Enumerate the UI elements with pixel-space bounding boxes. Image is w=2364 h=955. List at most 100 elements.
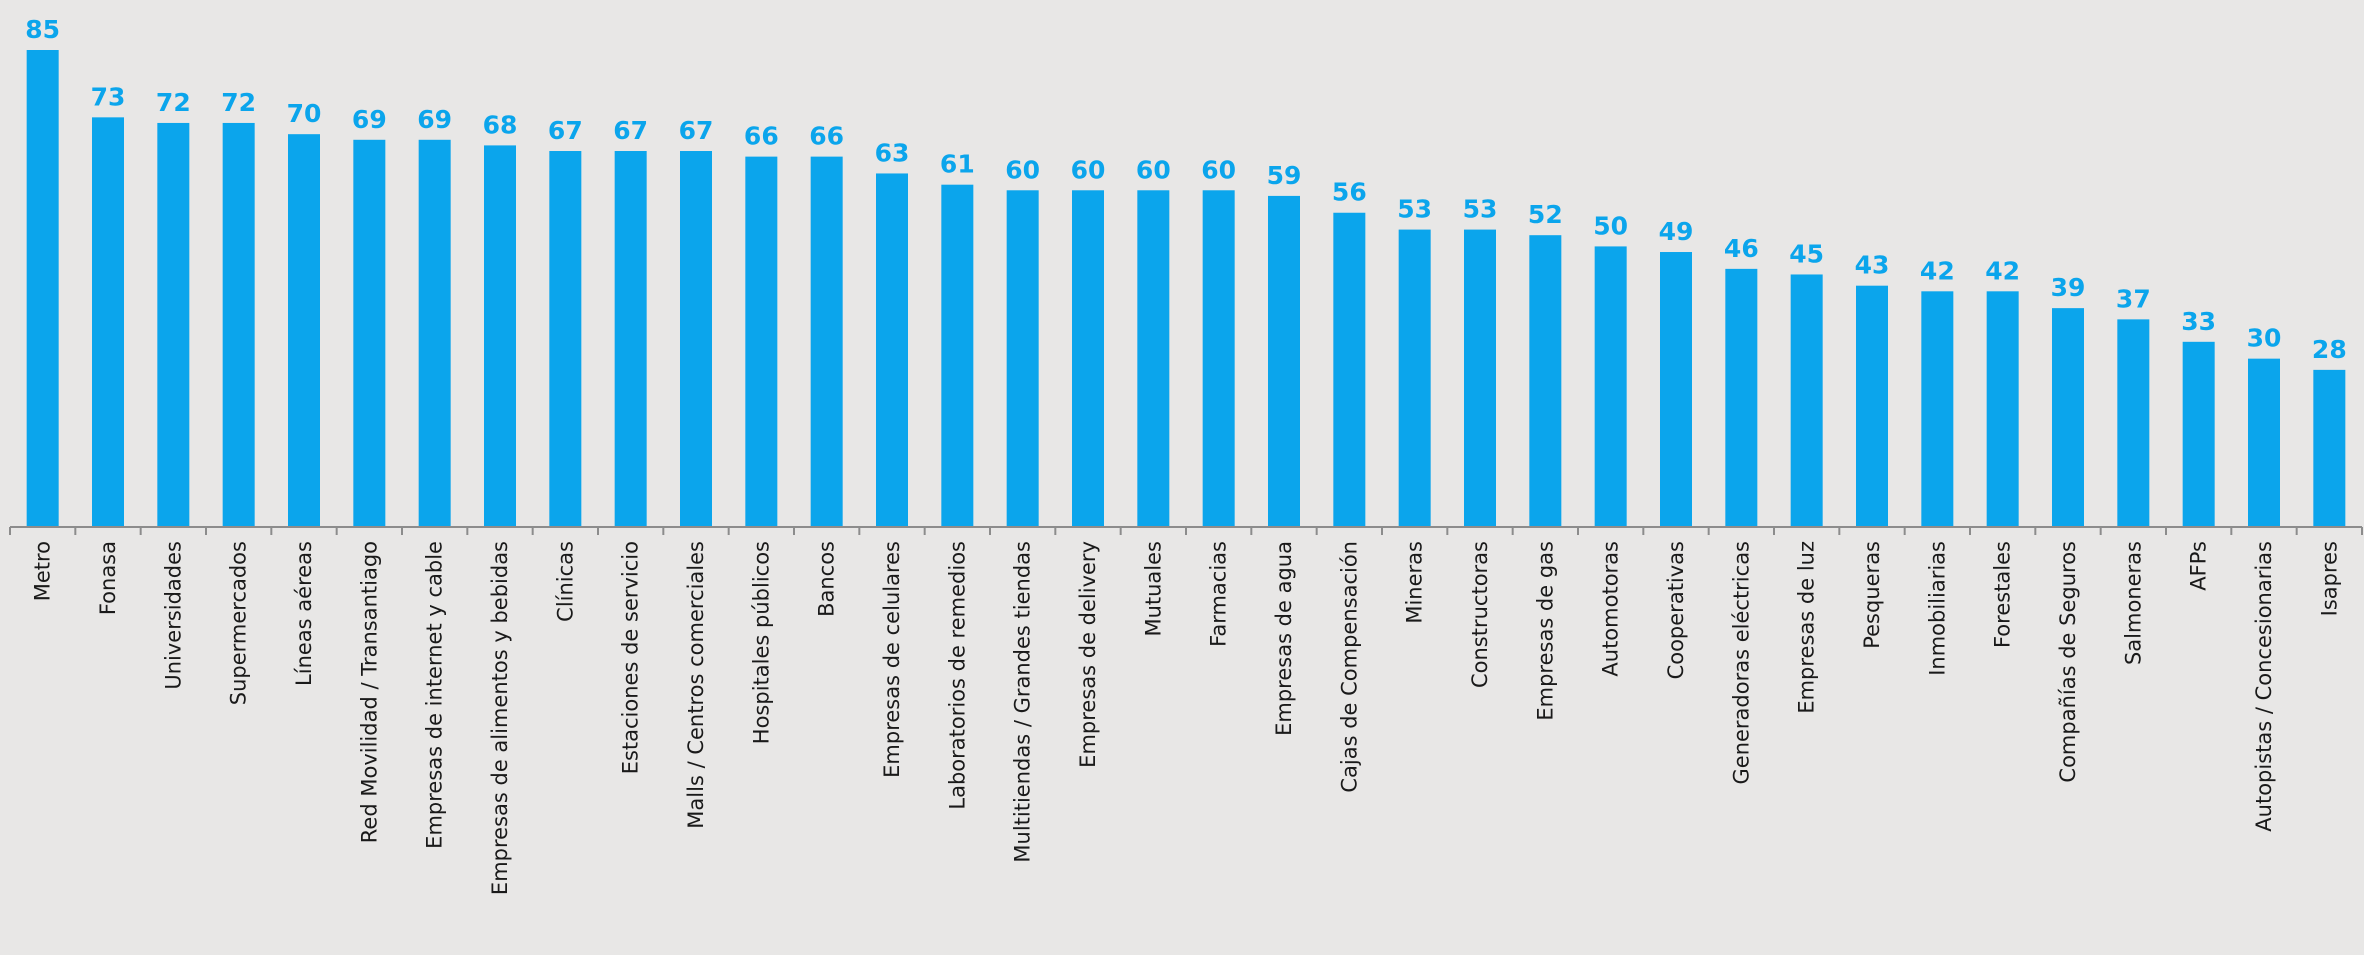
category-label: Fonasa xyxy=(96,541,120,615)
bar xyxy=(1986,291,2019,527)
data-label: 69 xyxy=(352,105,387,134)
category-label: Bancos xyxy=(815,541,839,617)
category-label: Universidades xyxy=(161,541,185,690)
data-label: 68 xyxy=(483,110,518,139)
bar xyxy=(2117,319,2150,527)
category-label: Empresas de luz xyxy=(1795,541,1819,714)
data-label: 46 xyxy=(1724,234,1759,263)
category-label: Laboratorios de remedios xyxy=(945,541,969,810)
bar xyxy=(1202,190,1235,528)
data-label: 60 xyxy=(1201,155,1236,184)
data-label: 28 xyxy=(2312,335,2347,364)
data-label: 56 xyxy=(1332,178,1367,207)
data-label: 67 xyxy=(613,116,648,145)
bar xyxy=(1594,246,1627,527)
data-label: 53 xyxy=(1397,195,1432,224)
bar xyxy=(745,156,778,527)
x-axis xyxy=(9,526,2363,535)
bar xyxy=(1072,190,1104,528)
data-label: 60 xyxy=(1136,155,1171,184)
bar xyxy=(1006,190,1039,528)
category-label: Generadoras eléctricas xyxy=(1729,541,1753,785)
category-label: Empresas de celulares xyxy=(880,541,904,778)
bars-group xyxy=(26,50,2346,528)
data-label: 61 xyxy=(940,150,975,179)
bar xyxy=(1464,229,1496,527)
data-label: 66 xyxy=(809,122,844,151)
bar xyxy=(1333,212,1366,528)
data-label: 42 xyxy=(1920,256,1955,285)
data-label: 59 xyxy=(1267,161,1302,190)
bar xyxy=(941,184,974,527)
bar xyxy=(2313,369,2346,527)
data-label: 45 xyxy=(1789,239,1824,268)
data-label: 33 xyxy=(2181,307,2216,336)
category-label: Mutuales xyxy=(1141,541,1165,637)
category-label: Autopistas / Concesionarias xyxy=(2252,541,2276,832)
bar xyxy=(810,156,843,527)
data-label: 72 xyxy=(221,88,256,117)
data-label: 69 xyxy=(417,105,452,134)
bar xyxy=(549,151,582,527)
category-labels-group: Metro Fonasa Universidades Supermercados Lín… xyxy=(31,541,2342,895)
category-label: Constructoras xyxy=(1468,541,1492,688)
category-label: Empresas de gas xyxy=(1533,541,1557,721)
data-label: 63 xyxy=(875,138,910,167)
data-label: 53 xyxy=(1463,195,1498,224)
category-label: Empresas de internet y cable xyxy=(423,541,447,849)
category-label: Compañías de Seguros xyxy=(2056,541,2080,783)
category-label: Mineras xyxy=(1403,541,1427,624)
bar xyxy=(1398,229,1431,527)
category-label: Pesqueras xyxy=(1860,541,1884,649)
bar xyxy=(92,117,124,527)
category-label: Farmacias xyxy=(1207,541,1231,647)
bar xyxy=(418,139,451,528)
data-label: 30 xyxy=(2247,324,2282,353)
data-label: 67 xyxy=(679,116,714,145)
category-label: Empresas de agua xyxy=(1272,541,1296,736)
data-label: 60 xyxy=(1005,155,1040,184)
category-label: Estaciones de servicio xyxy=(619,541,643,774)
category-label: Malls / Centros comerciales xyxy=(684,541,708,829)
bar xyxy=(1725,268,1758,527)
bar xyxy=(222,122,255,527)
bar xyxy=(26,50,59,527)
category-label: Empresas de delivery xyxy=(1076,541,1100,768)
category-label: Inmobiliarias xyxy=(1925,541,1949,676)
bar xyxy=(2052,308,2084,527)
bar xyxy=(157,122,190,527)
bar xyxy=(1790,274,1823,527)
bar xyxy=(1529,235,1562,527)
data-label: 72 xyxy=(156,88,191,117)
category-label: Multitiendas / Grandes tiendas xyxy=(1011,541,1035,863)
category-label: Automotoras xyxy=(1599,541,1623,677)
bar xyxy=(1137,190,1170,528)
category-label: AFPs xyxy=(2187,541,2211,591)
data-label: 42 xyxy=(1985,256,2020,285)
bar xyxy=(288,134,320,527)
bar xyxy=(680,151,712,527)
bar xyxy=(1856,285,1888,527)
data-label: 66 xyxy=(744,122,779,151)
category-label: Hospitales públicos xyxy=(749,541,773,744)
data-label: 85 xyxy=(25,15,60,44)
data-label: 37 xyxy=(2116,284,2151,313)
bar xyxy=(353,139,386,528)
data-label: 49 xyxy=(1659,217,1694,246)
bar xyxy=(1660,252,1692,527)
bar xyxy=(876,173,908,527)
bar xyxy=(2182,341,2215,527)
bar xyxy=(1268,195,1300,527)
data-label: 70 xyxy=(287,99,322,128)
bar xyxy=(614,151,647,527)
bar xyxy=(484,145,516,527)
value-labels-group: 85 73 72 72 70 69 69 68 67 67 67 66 66 63 61 60 60 60 60 59… xyxy=(25,15,2346,364)
category-label: Cooperativas xyxy=(1664,541,1688,679)
data-label: 43 xyxy=(1855,251,1890,280)
data-label: 73 xyxy=(91,82,126,111)
bar xyxy=(2248,358,2280,527)
category-label: Supermercados xyxy=(227,541,251,705)
data-label: 60 xyxy=(1071,155,1106,184)
category-label: Líneas aéreas xyxy=(292,541,316,686)
